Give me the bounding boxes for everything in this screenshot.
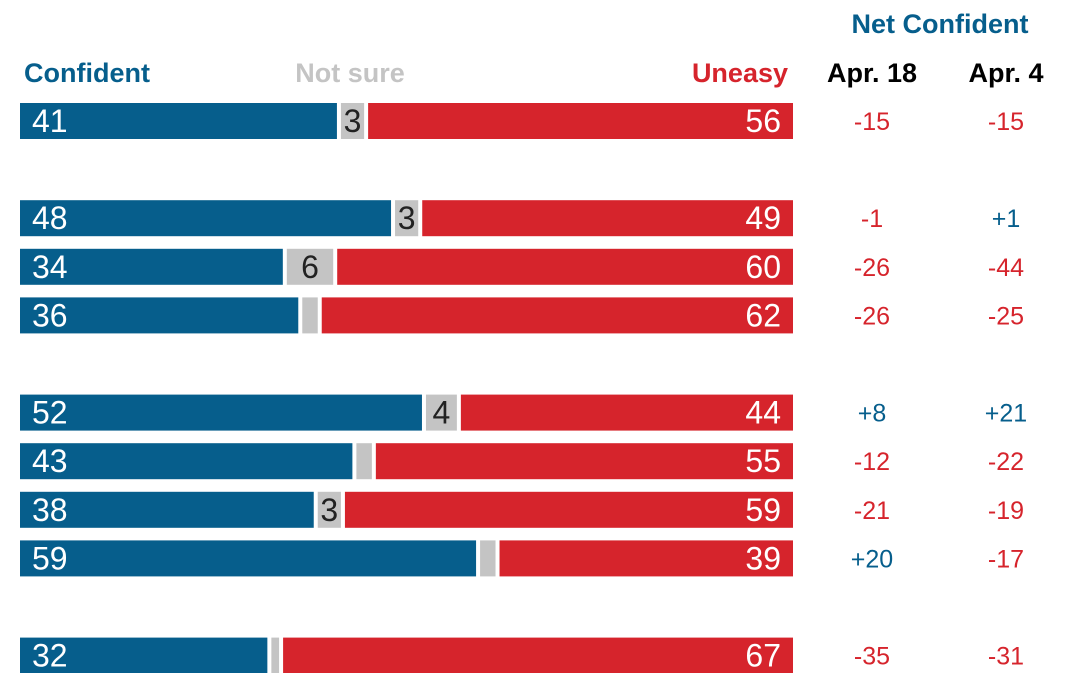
net-apr18-value: -26	[854, 254, 890, 282]
not-sure-bar	[395, 200, 419, 237]
confident-value-label: 43	[32, 443, 68, 479]
confident-value-label: 59	[32, 540, 68, 576]
confident-bar	[20, 394, 422, 431]
net-apr18-value: -35	[854, 643, 890, 671]
uneasy-bar	[460, 394, 793, 431]
net-confident-title: Net Confident	[852, 9, 1029, 39]
confident-value-label: 41	[32, 103, 68, 139]
confident-bar	[20, 248, 283, 285]
net-apr4-value: -31	[988, 643, 1024, 671]
net-apr18-value: -15	[854, 108, 890, 136]
uneasy-bar	[499, 540, 793, 577]
legend-uneasy: Uneasy	[692, 58, 788, 88]
not-sure-bar	[425, 394, 457, 431]
confident-bar	[20, 637, 268, 673]
net-apr4-value: +21	[985, 400, 1027, 428]
not-sure-bar	[317, 491, 341, 528]
uneasy-bar	[283, 637, 793, 673]
uneasy-value-label: 59	[745, 492, 781, 528]
not-sure-value-label: 3	[320, 492, 338, 528]
legend-confident: Confident	[24, 58, 150, 88]
not-sure-bar	[286, 248, 334, 285]
net-apr4-value: -22	[988, 448, 1024, 476]
net-apr4-value: -15	[988, 108, 1024, 136]
net-apr18-value: -26	[854, 302, 890, 330]
net-apr4-value: -44	[988, 254, 1024, 282]
confident-bar	[20, 443, 353, 480]
uneasy-value-label: 39	[745, 540, 781, 576]
net-apr4-value: -17	[988, 545, 1024, 573]
net-apr18-value: -1	[861, 205, 883, 233]
net-column-apr18: Apr. 18	[827, 58, 917, 88]
confident-value-label: 34	[32, 249, 68, 285]
confident-value-label: 38	[32, 492, 68, 528]
uneasy-value-label: 60	[745, 249, 781, 285]
confident-bar	[20, 297, 299, 334]
uneasy-bar	[375, 443, 793, 480]
uneasy-value-label: 56	[745, 103, 781, 139]
net-apr4-value: +1	[992, 205, 1021, 233]
not-sure-value-label: 3	[398, 200, 416, 236]
net-apr18-value: -12	[854, 448, 890, 476]
uneasy-bar	[337, 248, 793, 285]
confident-bar	[20, 200, 392, 237]
not-sure-value-label: 3	[344, 103, 362, 139]
confident-value-label: 48	[32, 200, 68, 236]
uneasy-bar	[368, 103, 793, 139]
confident-value-label: 36	[32, 297, 68, 333]
net-apr18-value: +8	[858, 400, 887, 428]
confident-bar	[20, 491, 314, 528]
confident-bar	[20, 540, 477, 577]
uneasy-value-label: 55	[745, 443, 781, 479]
not-sure-bar	[271, 637, 280, 673]
uneasy-value-label: 49	[745, 200, 781, 236]
net-apr18-value: -21	[854, 497, 890, 525]
confident-bar	[20, 103, 337, 139]
not-sure-value-label: 4	[433, 395, 451, 431]
net-column-apr4: Apr. 4	[968, 58, 1043, 88]
legend-not-sure: Not sure	[295, 58, 405, 88]
net-apr18-value: +20	[851, 545, 893, 573]
confident-value-label: 52	[32, 395, 68, 431]
uneasy-bar	[321, 297, 793, 334]
not-sure-bar	[340, 103, 365, 139]
not-sure-bar	[302, 297, 318, 334]
net-apr4-value: -19	[988, 497, 1024, 525]
net-apr4-value: -25	[988, 302, 1024, 330]
not-sure-bar	[480, 540, 496, 577]
uneasy-value-label: 67	[745, 638, 781, 673]
uneasy-value-label: 62	[745, 297, 781, 333]
uneasy-bar	[344, 491, 793, 528]
uneasy-bar	[422, 200, 793, 237]
not-sure-value-label: 6	[301, 249, 319, 285]
not-sure-bar	[356, 443, 372, 480]
confident-value-label: 32	[32, 638, 68, 673]
uneasy-value-label: 44	[745, 395, 781, 431]
